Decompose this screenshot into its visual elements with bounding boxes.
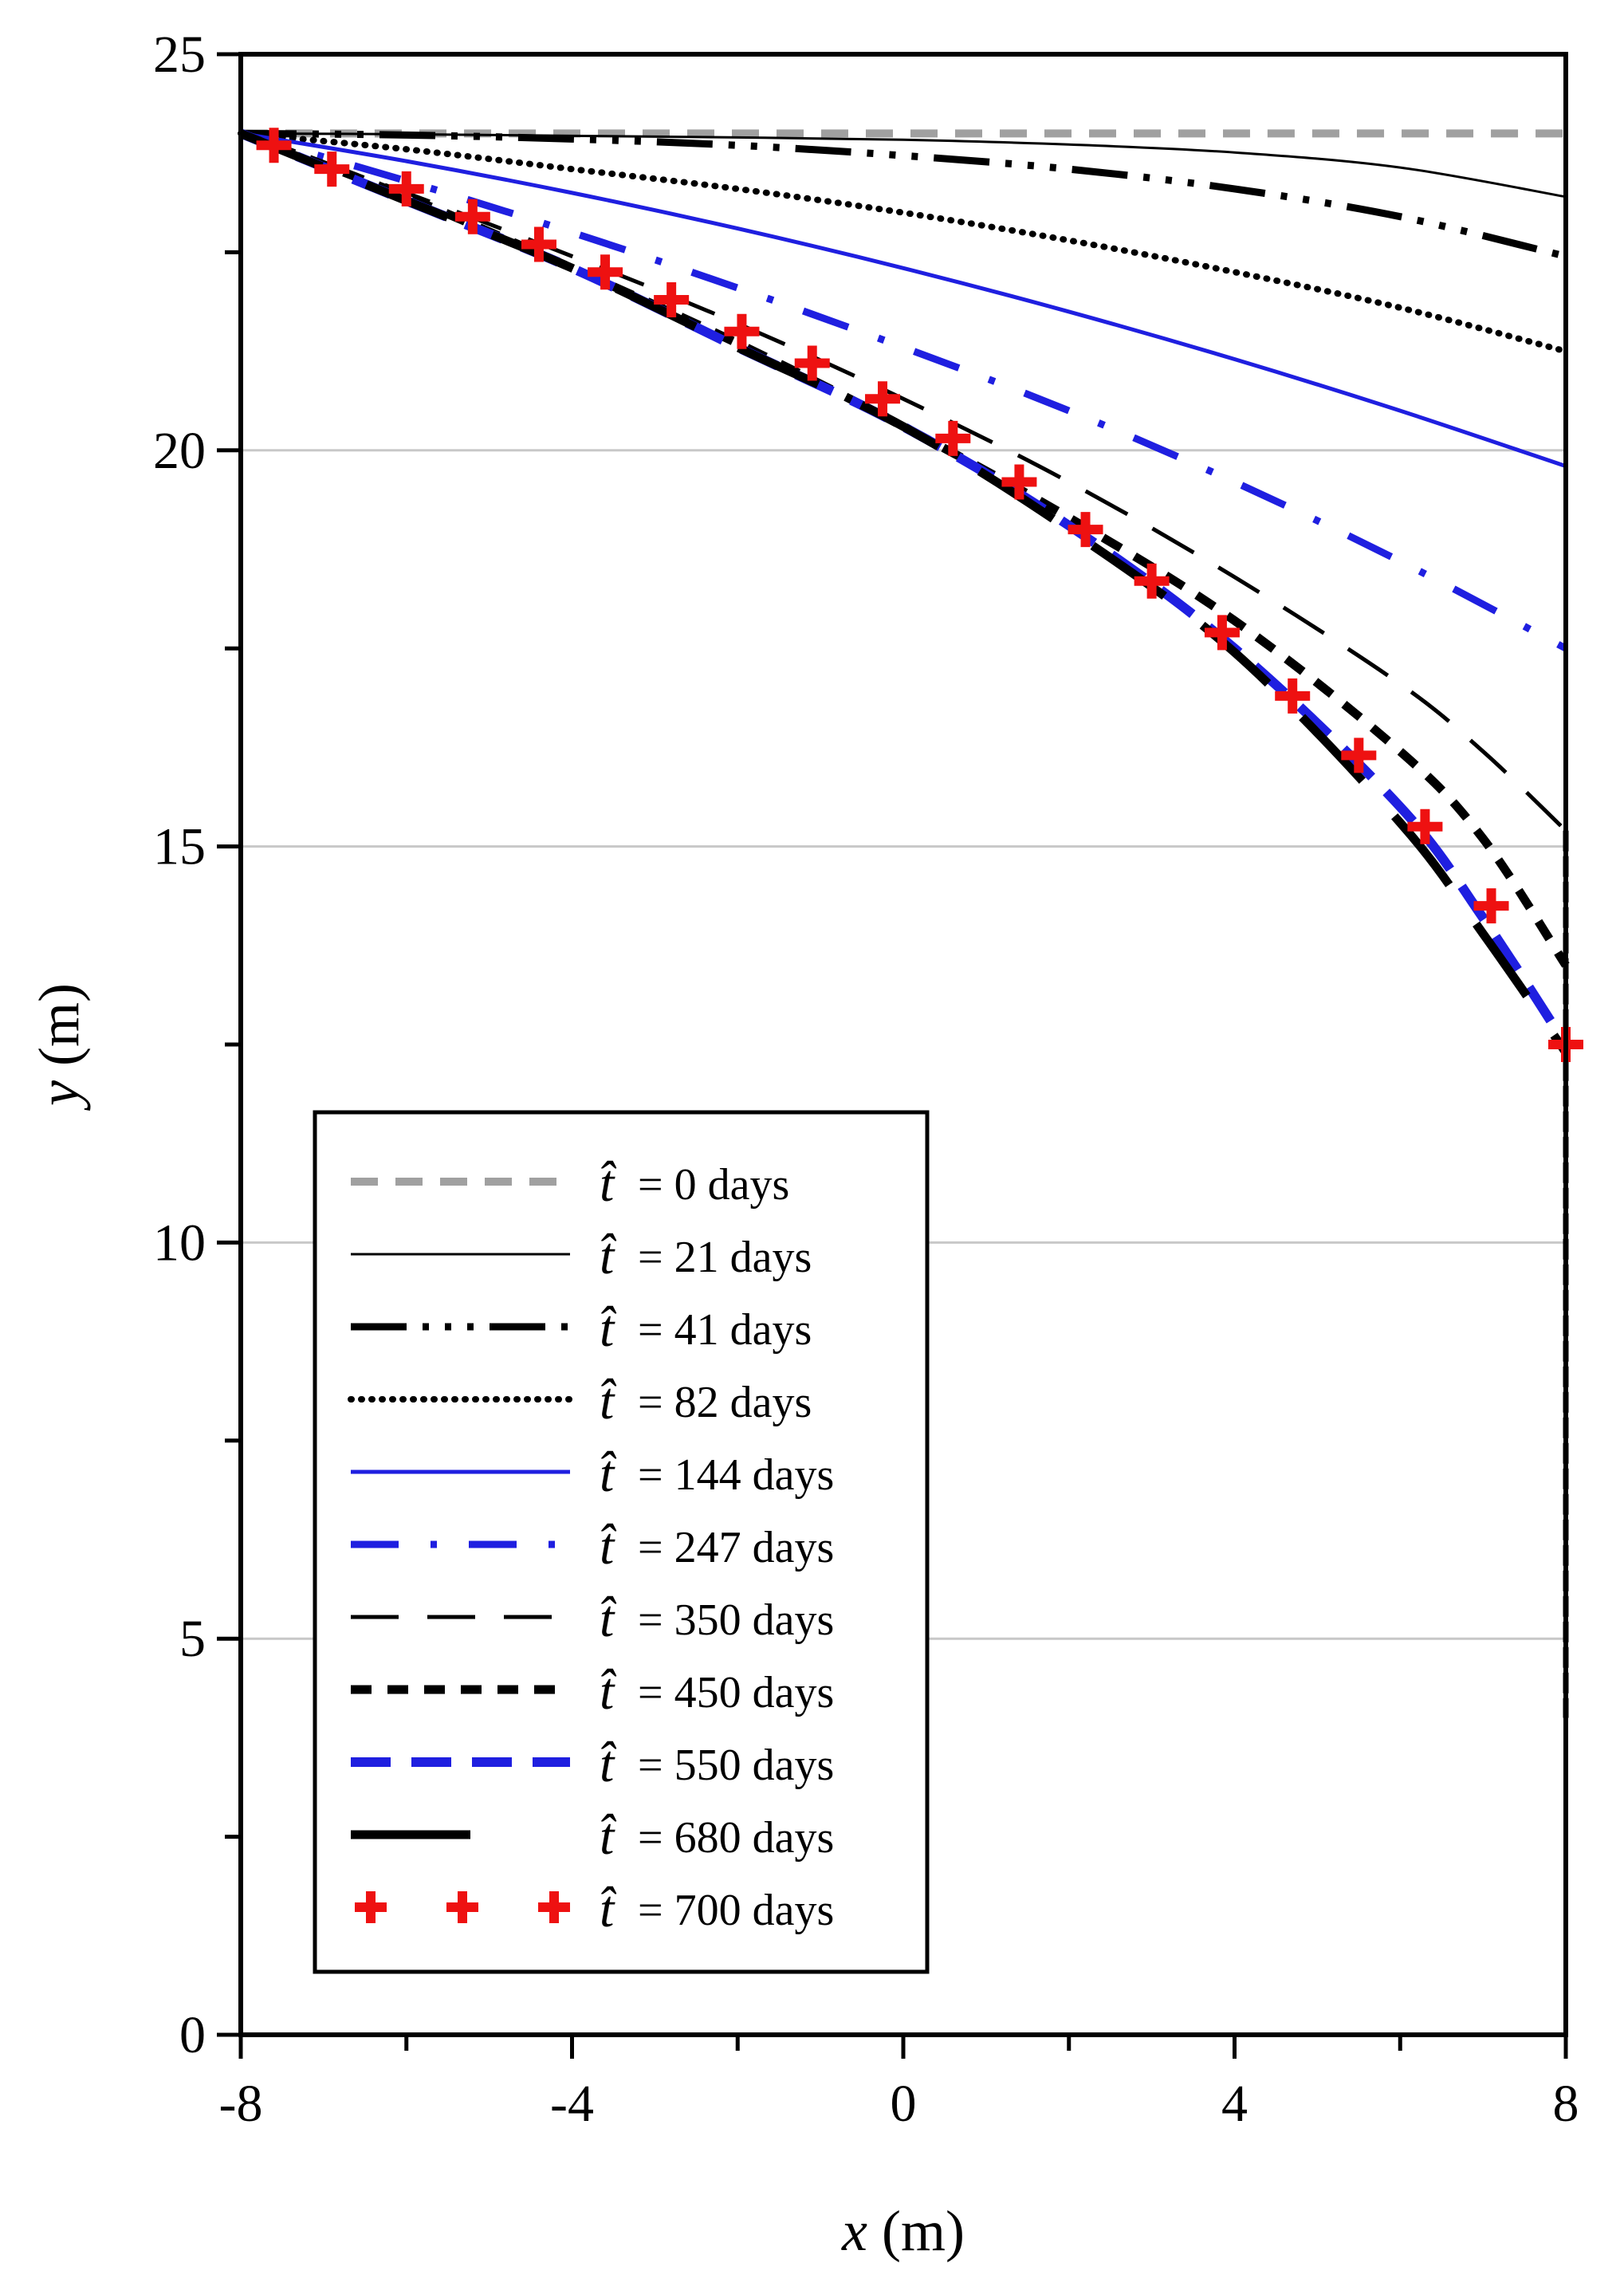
data-marker: [454, 199, 490, 234]
data-marker: [794, 345, 830, 381]
legend-label: = 247 days: [638, 1523, 834, 1572]
legend-symbol: t̂: [600, 1300, 617, 1358]
series-line-5: [239, 130, 1568, 652]
data-marker: [314, 151, 350, 187]
series-line-6: [240, 132, 1567, 832]
legend-label: = 680 days: [638, 1813, 834, 1863]
legend: t̂ = 0 days t̂ = 21 days t̂ = 41 days t̂ = 82 d…: [313, 1110, 930, 1974]
legend-label: = 700 days: [638, 1886, 834, 1935]
legend-marker: [446, 1891, 478, 1923]
y-tick-label: 0: [179, 2006, 206, 2064]
legend-symbol: t̂: [600, 1372, 617, 1430]
legend-symbol: t̂: [600, 1517, 617, 1576]
x-tick-label: 8: [1553, 2075, 1579, 2133]
data-marker: [1134, 563, 1170, 599]
axis-ticks: -8 -4 0 4 8 0 5 10 15 20 25: [153, 26, 1579, 2133]
data-marker: [654, 282, 690, 318]
legend-box: [313, 1110, 930, 1974]
legend-symbol: t̂: [600, 1735, 617, 1793]
series-line-3: [238, 130, 1569, 355]
x-tick-label: -4: [550, 2075, 594, 2133]
y-tick-label: 5: [179, 1610, 206, 1668]
legend-label: = 82 days: [638, 1378, 812, 1427]
series-line-4: [240, 131, 1567, 469]
legend-label: = 550 days: [638, 1741, 834, 1790]
legend-label: = 0 days: [638, 1160, 789, 1210]
y-axis-label: y (m): [27, 983, 91, 1111]
legend-symbol: t̂: [600, 1880, 617, 1938]
x-tick-label: 0: [891, 2075, 917, 2133]
series-line-9: [238, 129, 1570, 1056]
legend-symbol: t̂: [600, 1445, 617, 1503]
x-tick-label: -8: [219, 2075, 263, 2133]
data-marker: [865, 381, 901, 417]
data-marker: [935, 420, 971, 456]
legend-symbol: t̂: [600, 1662, 617, 1721]
legend-marker: [538, 1891, 570, 1923]
data-marker: [1068, 512, 1103, 548]
y-tick-label: 10: [153, 1214, 206, 1272]
series-line-7: [239, 129, 1570, 968]
legend-symbol: t̂: [600, 1227, 617, 1285]
series-line-1: [240, 132, 1567, 199]
data-marker: [724, 313, 760, 349]
series-markers: [256, 128, 1583, 1062]
legend-label: = 450 days: [638, 1668, 834, 1717]
legend-label: = 41 days: [638, 1305, 812, 1355]
legend-symbol: t̂: [600, 1155, 617, 1213]
data-marker: [588, 254, 623, 290]
x-tick-label: 4: [1221, 2075, 1248, 2133]
data-marker: [388, 171, 424, 207]
data-marker: [256, 128, 292, 163]
legend-label: = 350 days: [638, 1595, 834, 1645]
legend-label: = 144 days: [638, 1450, 834, 1500]
y-tick-label: 25: [153, 26, 206, 84]
x-axis-label: x (m): [841, 2199, 965, 2263]
data-marker: [1341, 738, 1377, 773]
data-marker: [1275, 678, 1311, 714]
legend-symbol: t̂: [600, 1808, 617, 1866]
data-marker: [1204, 615, 1240, 651]
y-tick-label: 15: [153, 818, 206, 876]
y-tick-label: 20: [153, 422, 206, 480]
data-marker: [1473, 888, 1509, 924]
data-marker: [521, 226, 556, 262]
legend-label: = 21 days: [638, 1233, 812, 1282]
data-marker: [1407, 808, 1443, 844]
series-lines: [238, 128, 1571, 1056]
legend-symbol: t̂: [600, 1590, 617, 1648]
legend-marker: [355, 1891, 387, 1923]
data-marker: [1001, 464, 1037, 500]
series-line-2: [240, 129, 1567, 260]
